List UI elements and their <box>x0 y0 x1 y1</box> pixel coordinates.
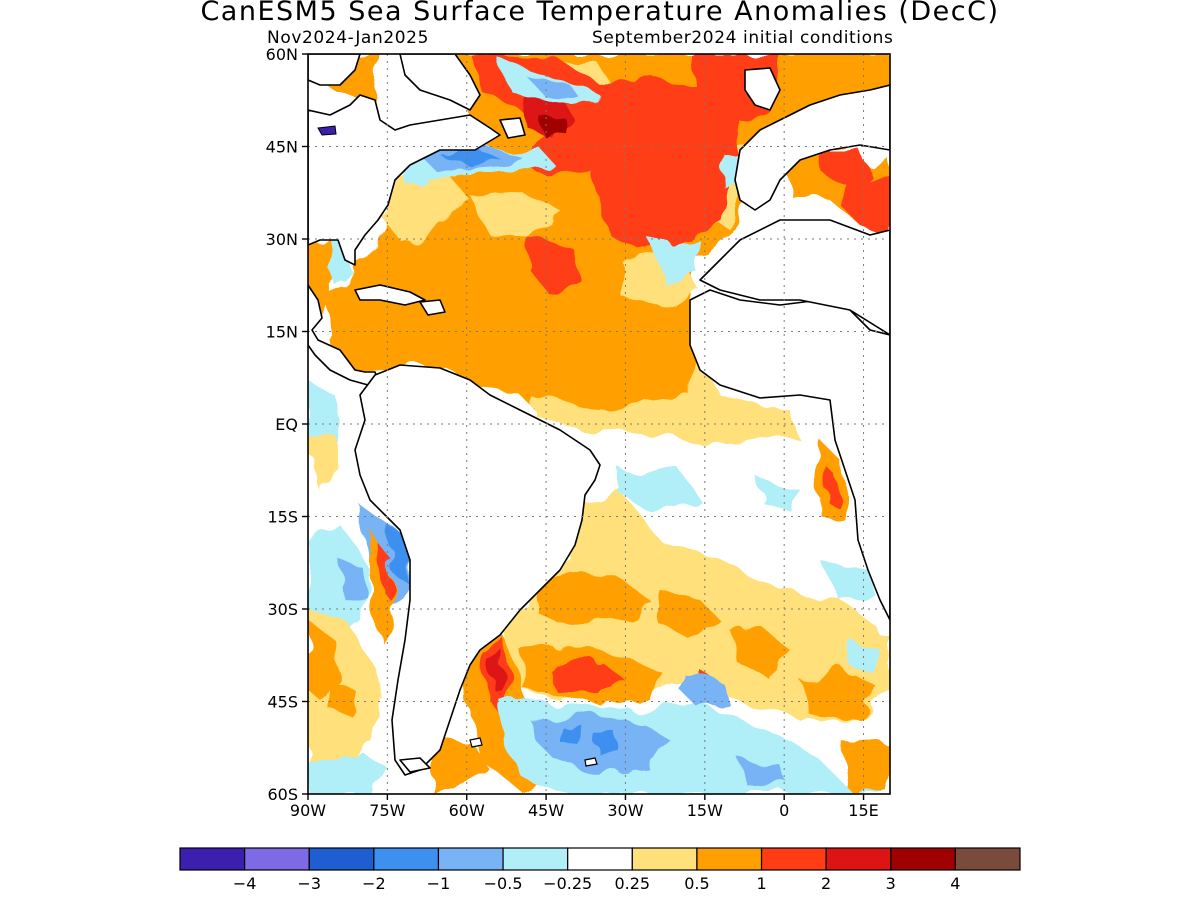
colorbar-swatch <box>890 847 956 871</box>
land-tierra-del-fuego <box>399 757 431 773</box>
colorbar-swatch <box>502 847 569 871</box>
land-greenland <box>308 54 361 86</box>
land-north-africa <box>699 219 890 336</box>
anomaly-fields <box>308 54 890 794</box>
colorbar-label: 1 <box>756 874 766 893</box>
colorbar-label: −3 <box>297 874 321 893</box>
colorbar-swatch <box>696 847 763 871</box>
colorbar-label: −2 <box>362 874 386 893</box>
land-europe <box>734 84 890 211</box>
colorbar-label: 0.5 <box>684 874 709 893</box>
land-british-isles <box>744 67 781 111</box>
forecast-period: Nov2024-Jan2025 <box>267 28 429 48</box>
map-title: CanESM5 Sea Surface Temperature Anomalie… <box>200 0 1000 27</box>
colorbar-label: 0.25 <box>614 874 650 893</box>
lon-label: 0 <box>779 801 789 820</box>
colorbar-label: 2 <box>821 874 831 893</box>
lat-label: EQ <box>275 415 298 434</box>
lat-label: 60N <box>266 45 298 64</box>
lat-label: 30S <box>267 600 298 619</box>
graticule <box>308 54 890 794</box>
lat-label: 45S <box>267 693 298 712</box>
initial-conditions: September2024 initial conditions <box>592 28 894 48</box>
axis-ticks <box>302 53 865 800</box>
colorbar: −4 −3 −2 −1 −0.5 −0.25 0.25 0.5 1 2 3 4 <box>179 847 1021 893</box>
land-central-america <box>308 284 381 386</box>
colorbar-swatch <box>437 847 504 871</box>
lon-label: 30W <box>607 801 643 820</box>
colorbar-label: −4 <box>233 874 257 893</box>
colorbar-label: −0.25 <box>543 874 592 893</box>
lon-label: 90W <box>290 801 326 820</box>
lat-label: 15S <box>267 508 298 527</box>
land-north-america <box>308 94 501 266</box>
lon-label: 60W <box>449 801 485 820</box>
lat-label: 15N <box>266 323 298 342</box>
lat-label: 60S <box>267 785 298 804</box>
colorbar-label: −1 <box>427 874 451 893</box>
lat-label: 45N <box>266 138 298 157</box>
colorbar-swatch <box>179 847 246 871</box>
colorbar-swatch <box>631 847 698 871</box>
land-falklands <box>469 737 483 748</box>
land-newfoundland <box>499 117 526 139</box>
colorbar-swatch <box>954 847 1021 871</box>
colorbar-label: −0.5 <box>484 874 523 893</box>
colorbar-swatch <box>760 847 827 871</box>
continents <box>308 54 890 776</box>
lon-label: 15E <box>848 801 878 820</box>
colorbar-swatch <box>308 847 375 871</box>
colorbar-label: 3 <box>886 874 896 893</box>
lon-label: 15W <box>687 801 723 820</box>
colorbar-label: 4 <box>950 874 960 893</box>
land-iceland-ne <box>399 54 481 111</box>
colorbar-swatch <box>244 847 310 871</box>
lon-label: 75W <box>369 801 405 820</box>
land-cuba <box>354 284 426 306</box>
colorbar-swatch <box>567 847 633 871</box>
lon-label: 45W <box>528 801 564 820</box>
colorbar-swatch <box>373 847 440 871</box>
land-hispaniola <box>419 299 446 316</box>
land-south-georgia <box>584 757 598 767</box>
colorbar-swatch <box>825 847 892 871</box>
lat-label: 30N <box>266 230 298 249</box>
great-lakes <box>317 125 337 136</box>
land-africa <box>689 289 890 621</box>
